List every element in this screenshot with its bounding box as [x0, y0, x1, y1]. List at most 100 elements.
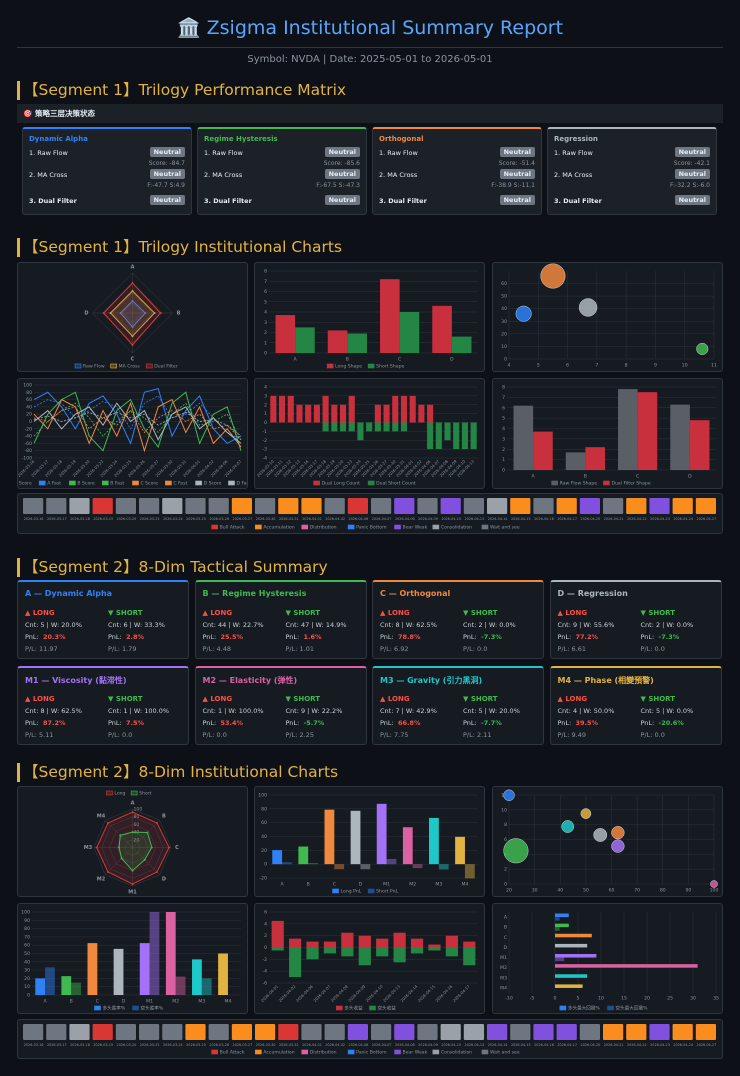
bar [271, 920, 284, 948]
bar [322, 422, 329, 432]
legend-swatch [110, 363, 117, 369]
state-cell [347, 1024, 368, 1040]
state-cell [695, 498, 716, 514]
long-label: ▲ LONG [202, 609, 233, 617]
bar [533, 431, 553, 470]
y-tick-label: 60 [24, 943, 30, 949]
section-heading: 【Segment 2】8-Dim Institutional Charts [17, 763, 338, 782]
radar-point [118, 846, 121, 849]
y-tick-label: M2 [500, 965, 507, 971]
y-tick-label: 80 [26, 390, 32, 396]
row-label: 2. MA Cross [204, 171, 243, 179]
state-cell [417, 498, 438, 514]
y-tick-label: -6 [262, 981, 267, 987]
x-tick-label: 2026-04-23 [650, 1043, 670, 1047]
y-tick-label: -2 [262, 957, 267, 963]
long-stats: Cnt: 9 | W: 55.6% [557, 621, 615, 629]
y-tick-label: 30 [24, 968, 30, 974]
state-cell [69, 498, 90, 514]
bar [445, 935, 458, 948]
bar [374, 404, 381, 423]
y-tick-label: 80 [261, 806, 267, 812]
row-label: 3. Dual Filter [379, 197, 427, 205]
radar-point [156, 871, 159, 874]
section-heading: 【Segment 1】Trilogy Institutional Charts [17, 238, 342, 257]
x-tick-label: 2026-03-27 [233, 1043, 253, 1047]
y-tick-label: 6 [264, 289, 267, 295]
y-tick-label: 10 [24, 984, 30, 990]
x-tick-label: 2026-03-17 [47, 517, 67, 521]
state-cell [23, 1024, 44, 1040]
bar [451, 336, 472, 353]
chart-panel: A B C D Raw Flow MA Cross Dual Filter [17, 262, 248, 372]
x-tick-label: M2 [409, 882, 416, 888]
status-badge: Neutral [324, 147, 360, 157]
long-pnl: 20.3% [43, 633, 66, 641]
short-pnl: 7.5% [126, 719, 145, 727]
state-cell [579, 1024, 600, 1040]
x-tick-label: 15 [621, 996, 627, 1002]
status-badge: Neutral [674, 169, 710, 179]
card-title: Dynamic Alpha [29, 135, 88, 143]
bar [348, 395, 355, 423]
line [33, 411, 242, 437]
x-tick-label: 80 [660, 888, 666, 894]
x-tick-label: 2026-04-08 [395, 517, 415, 521]
long-stats: Cnt: 5 | W: 20.0% [25, 621, 82, 629]
x-tick-label: 2026-04-09 [347, 983, 367, 1003]
bar [444, 422, 451, 441]
y-tick-label: 3 [502, 436, 505, 442]
bar [358, 947, 371, 966]
state-cell [603, 498, 624, 514]
bar [306, 941, 319, 948]
short-label: ▼ SHORT [285, 695, 321, 703]
y-tick-label: 70 [24, 934, 30, 940]
spoke [132, 820, 160, 848]
y-tick-label: 0 [504, 357, 507, 363]
legend-swatch [211, 524, 218, 530]
long-pnl: 66.8% [398, 719, 421, 727]
long-pf: P/L: 4.48 [202, 645, 231, 653]
long-pnl-label: PnL: [202, 719, 217, 727]
short-stats: Cnt: 5 | W: 20.0% [463, 707, 520, 715]
long-pnl: 25.5% [220, 633, 244, 641]
legend-swatch [394, 524, 401, 530]
bar [201, 978, 212, 995]
x-tick-label: 2026-03-27 [233, 517, 253, 521]
y-tick-label: 60 [501, 281, 507, 287]
status-badge: Neutral [499, 195, 535, 205]
bar [428, 947, 441, 951]
legend-swatch [347, 1049, 355, 1055]
y-tick-label: 4 [264, 310, 267, 316]
y-tick-label: 10 [501, 344, 507, 350]
y-tick-label: -4 [262, 969, 267, 975]
row-note: Score: -85.6 [323, 160, 360, 167]
legend-label: D Fast [237, 481, 248, 487]
legend-label: Short [139, 791, 152, 797]
y-tick-label: A [504, 915, 508, 921]
long-label: ▲ LONG [380, 695, 410, 703]
bar [392, 395, 399, 423]
bar [453, 422, 460, 450]
x-tick-label: 2026-04-16 [534, 517, 554, 521]
state-cell [92, 1024, 113, 1040]
chart: 0 1 2 3 4 5 6 7 8 A B C D Raw Flow Shape Dual Filter S… [502, 385, 716, 487]
bubble [578, 298, 598, 317]
section-heading: 【Segment 1】Trilogy Performance Matrix [17, 81, 346, 100]
row-label: 2. MA Cross [379, 171, 418, 179]
bar [87, 943, 98, 995]
x-tick-label: C [96, 999, 99, 1005]
short-stats: Cnt: 5 | W: 0.0% [640, 707, 694, 715]
x-tick-label: 2026-03-18 [70, 1043, 90, 1047]
x-tick-label: 2026-04-10 [441, 517, 461, 521]
x-tick-label: 2026-04-14 [488, 1043, 508, 1047]
x-tick-label: 2026-04-17 [557, 517, 577, 521]
chart-panel: 20 40 60 80 100 A B C D M1 M2 M3 M4 Long Short [17, 786, 248, 897]
row-note: Score: -42.1 [673, 160, 710, 167]
long-pnl-label: PnL: [557, 633, 572, 641]
bar [366, 422, 373, 432]
state-cell [324, 498, 345, 514]
y-tick-label: -1 [262, 429, 267, 435]
state-cell [556, 498, 577, 514]
